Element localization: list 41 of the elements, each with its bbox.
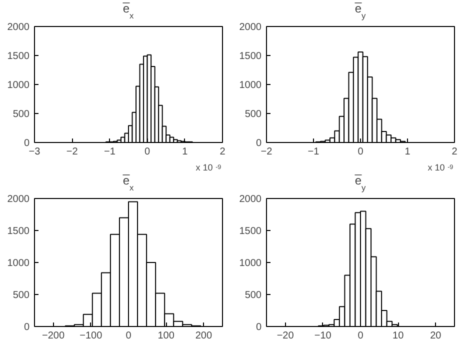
y-tick-label: 0 xyxy=(256,138,262,149)
x-tick-label: −2 xyxy=(260,146,273,158)
x-tick-label: 0 xyxy=(358,146,364,158)
x-tick-label: 200 xyxy=(195,330,212,342)
x-tick-label: 0 xyxy=(144,146,151,158)
y-tick-label: 500 xyxy=(244,109,262,120)
x-tick-label: −200 xyxy=(42,330,65,342)
x-tick-label: 0 xyxy=(126,330,132,342)
x-tick-label: 1 xyxy=(182,146,188,158)
y-tick-label: 1000 xyxy=(7,258,30,269)
x-tick-label: 1 xyxy=(404,146,411,158)
x-tick-label: −3 xyxy=(28,146,41,158)
y-tick-label: 1000 xyxy=(239,258,262,269)
x-tick-label: −20 xyxy=(276,330,294,342)
x-tick-label: −1 xyxy=(104,146,116,158)
y-tick-label: 1500 xyxy=(239,226,262,237)
y-tick-label: 2000 xyxy=(239,22,262,33)
x-tick-label: 10 xyxy=(392,330,404,342)
y-tick-label: 2000 xyxy=(7,22,30,33)
x-tick-label: 2 xyxy=(452,146,458,158)
x-tick-label: −100 xyxy=(80,330,103,342)
y-tick-label: 0 xyxy=(256,322,262,333)
y-tick-label: 0 xyxy=(24,138,30,149)
y-tick-label: 2000 xyxy=(239,194,262,205)
x-tick-label: −10 xyxy=(314,330,332,342)
x-tick-label: 100 xyxy=(158,330,175,342)
y-tick-label: 500 xyxy=(12,109,30,120)
x-tick-label: −2 xyxy=(66,146,78,158)
x-tick-label: −1 xyxy=(308,146,320,158)
x-tick-label: 20 xyxy=(430,330,442,342)
y-tick-label: 500 xyxy=(244,290,262,301)
x-tick-label: 2 xyxy=(220,146,226,158)
x-tick-label: 0 xyxy=(358,330,364,342)
y-tick-label: 500 xyxy=(12,290,30,301)
y-tick-label: 0 xyxy=(24,322,30,333)
y-tick-label: 1500 xyxy=(239,51,262,62)
y-tick-label: 1500 xyxy=(7,226,30,237)
y-tick-label: 1000 xyxy=(7,80,30,91)
y-tick-label: 1000 xyxy=(239,80,262,91)
y-tick-label: 1500 xyxy=(7,51,30,62)
y-tick-label: 2000 xyxy=(7,194,30,205)
